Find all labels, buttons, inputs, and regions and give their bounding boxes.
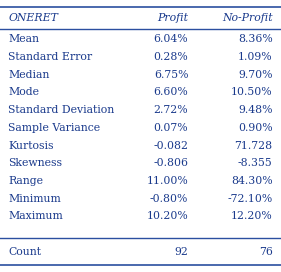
- Text: No-Profit: No-Profit: [222, 13, 273, 23]
- Text: Median: Median: [8, 70, 50, 80]
- Text: Kurtosis: Kurtosis: [8, 141, 54, 150]
- Text: 12.20%: 12.20%: [231, 211, 273, 221]
- Text: Standard Error: Standard Error: [8, 52, 92, 62]
- Text: Mean: Mean: [8, 35, 39, 44]
- Text: 9.48%: 9.48%: [238, 105, 273, 115]
- Text: Range: Range: [8, 176, 44, 186]
- Text: -72.10%: -72.10%: [227, 194, 273, 203]
- Text: 0.07%: 0.07%: [154, 123, 188, 133]
- Text: Count: Count: [8, 247, 41, 256]
- Text: 10.50%: 10.50%: [231, 88, 273, 97]
- Text: -0.80%: -0.80%: [150, 194, 188, 203]
- Text: 0.90%: 0.90%: [238, 123, 273, 133]
- Text: 0.28%: 0.28%: [153, 52, 188, 62]
- Text: 6.04%: 6.04%: [154, 35, 188, 44]
- Text: 1.09%: 1.09%: [238, 52, 273, 62]
- Text: Profit: Profit: [157, 13, 188, 23]
- Text: Sample Variance: Sample Variance: [8, 123, 101, 133]
- Text: 10.20%: 10.20%: [146, 211, 188, 221]
- Text: 8.36%: 8.36%: [238, 35, 273, 44]
- Text: 84.30%: 84.30%: [231, 176, 273, 186]
- Text: 71.728: 71.728: [234, 141, 273, 150]
- Text: 92: 92: [175, 247, 188, 256]
- Text: -8.355: -8.355: [238, 158, 273, 168]
- Text: ONERET: ONERET: [8, 13, 58, 23]
- Text: Skewness: Skewness: [8, 158, 62, 168]
- Text: Standard Deviation: Standard Deviation: [8, 105, 115, 115]
- Text: 11.00%: 11.00%: [146, 176, 188, 186]
- Text: -0.806: -0.806: [153, 158, 188, 168]
- Text: 2.72%: 2.72%: [154, 105, 188, 115]
- Text: Maximum: Maximum: [8, 211, 63, 221]
- Text: 76: 76: [259, 247, 273, 256]
- Text: -0.082: -0.082: [153, 141, 188, 150]
- Text: 6.75%: 6.75%: [154, 70, 188, 80]
- Text: 6.60%: 6.60%: [153, 88, 188, 97]
- Text: 9.70%: 9.70%: [238, 70, 273, 80]
- Text: Mode: Mode: [8, 88, 39, 97]
- Text: Minimum: Minimum: [8, 194, 61, 203]
